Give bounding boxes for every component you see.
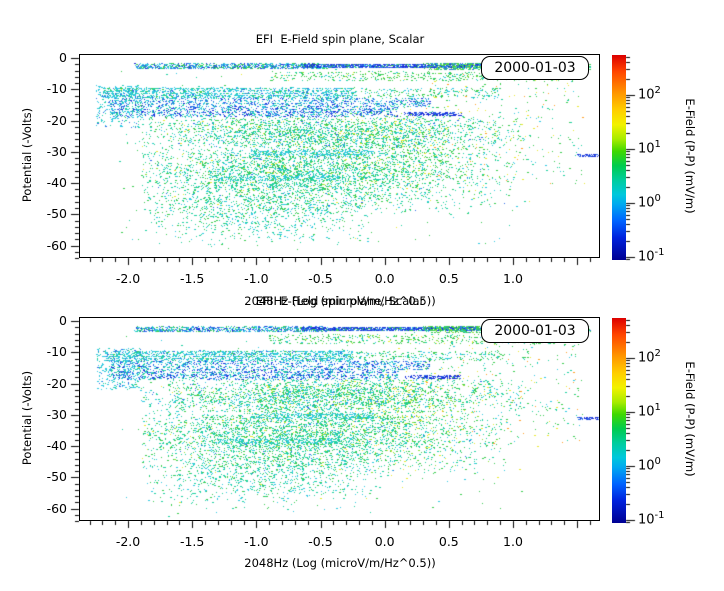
top-colorbar: [612, 55, 626, 260]
bottom-date-legend: 2000-01-03: [481, 319, 589, 343]
bottom-chart-title: EFI E-Field spin plane, Scalar: [255, 294, 425, 308]
top-plot-frame: [79, 54, 600, 258]
top-y-axis-label: Potential (-Volts): [20, 107, 34, 203]
top-chart-title: EFI E-Field spin plane, Scalar: [255, 32, 425, 46]
bottom-colorbar-label: E-Field (P-P) (mV/m): [683, 361, 697, 477]
bottom-y-axis-label: Potential (-Volts): [20, 370, 34, 466]
top-colorbar-label: E-Field (P-P) (mV/m): [683, 98, 697, 214]
bottom-colorbar: [612, 318, 626, 523]
top-date-legend: 2000-01-03: [481, 56, 589, 80]
bottom-plot-frame: [79, 317, 600, 521]
top-x-axis-label: 2048Hz (Log (microV/m/Hz^0.5)): [244, 294, 436, 308]
bottom-x-axis-label: 2048Hz (Log (microV/m/Hz^0.5)): [244, 556, 436, 570]
